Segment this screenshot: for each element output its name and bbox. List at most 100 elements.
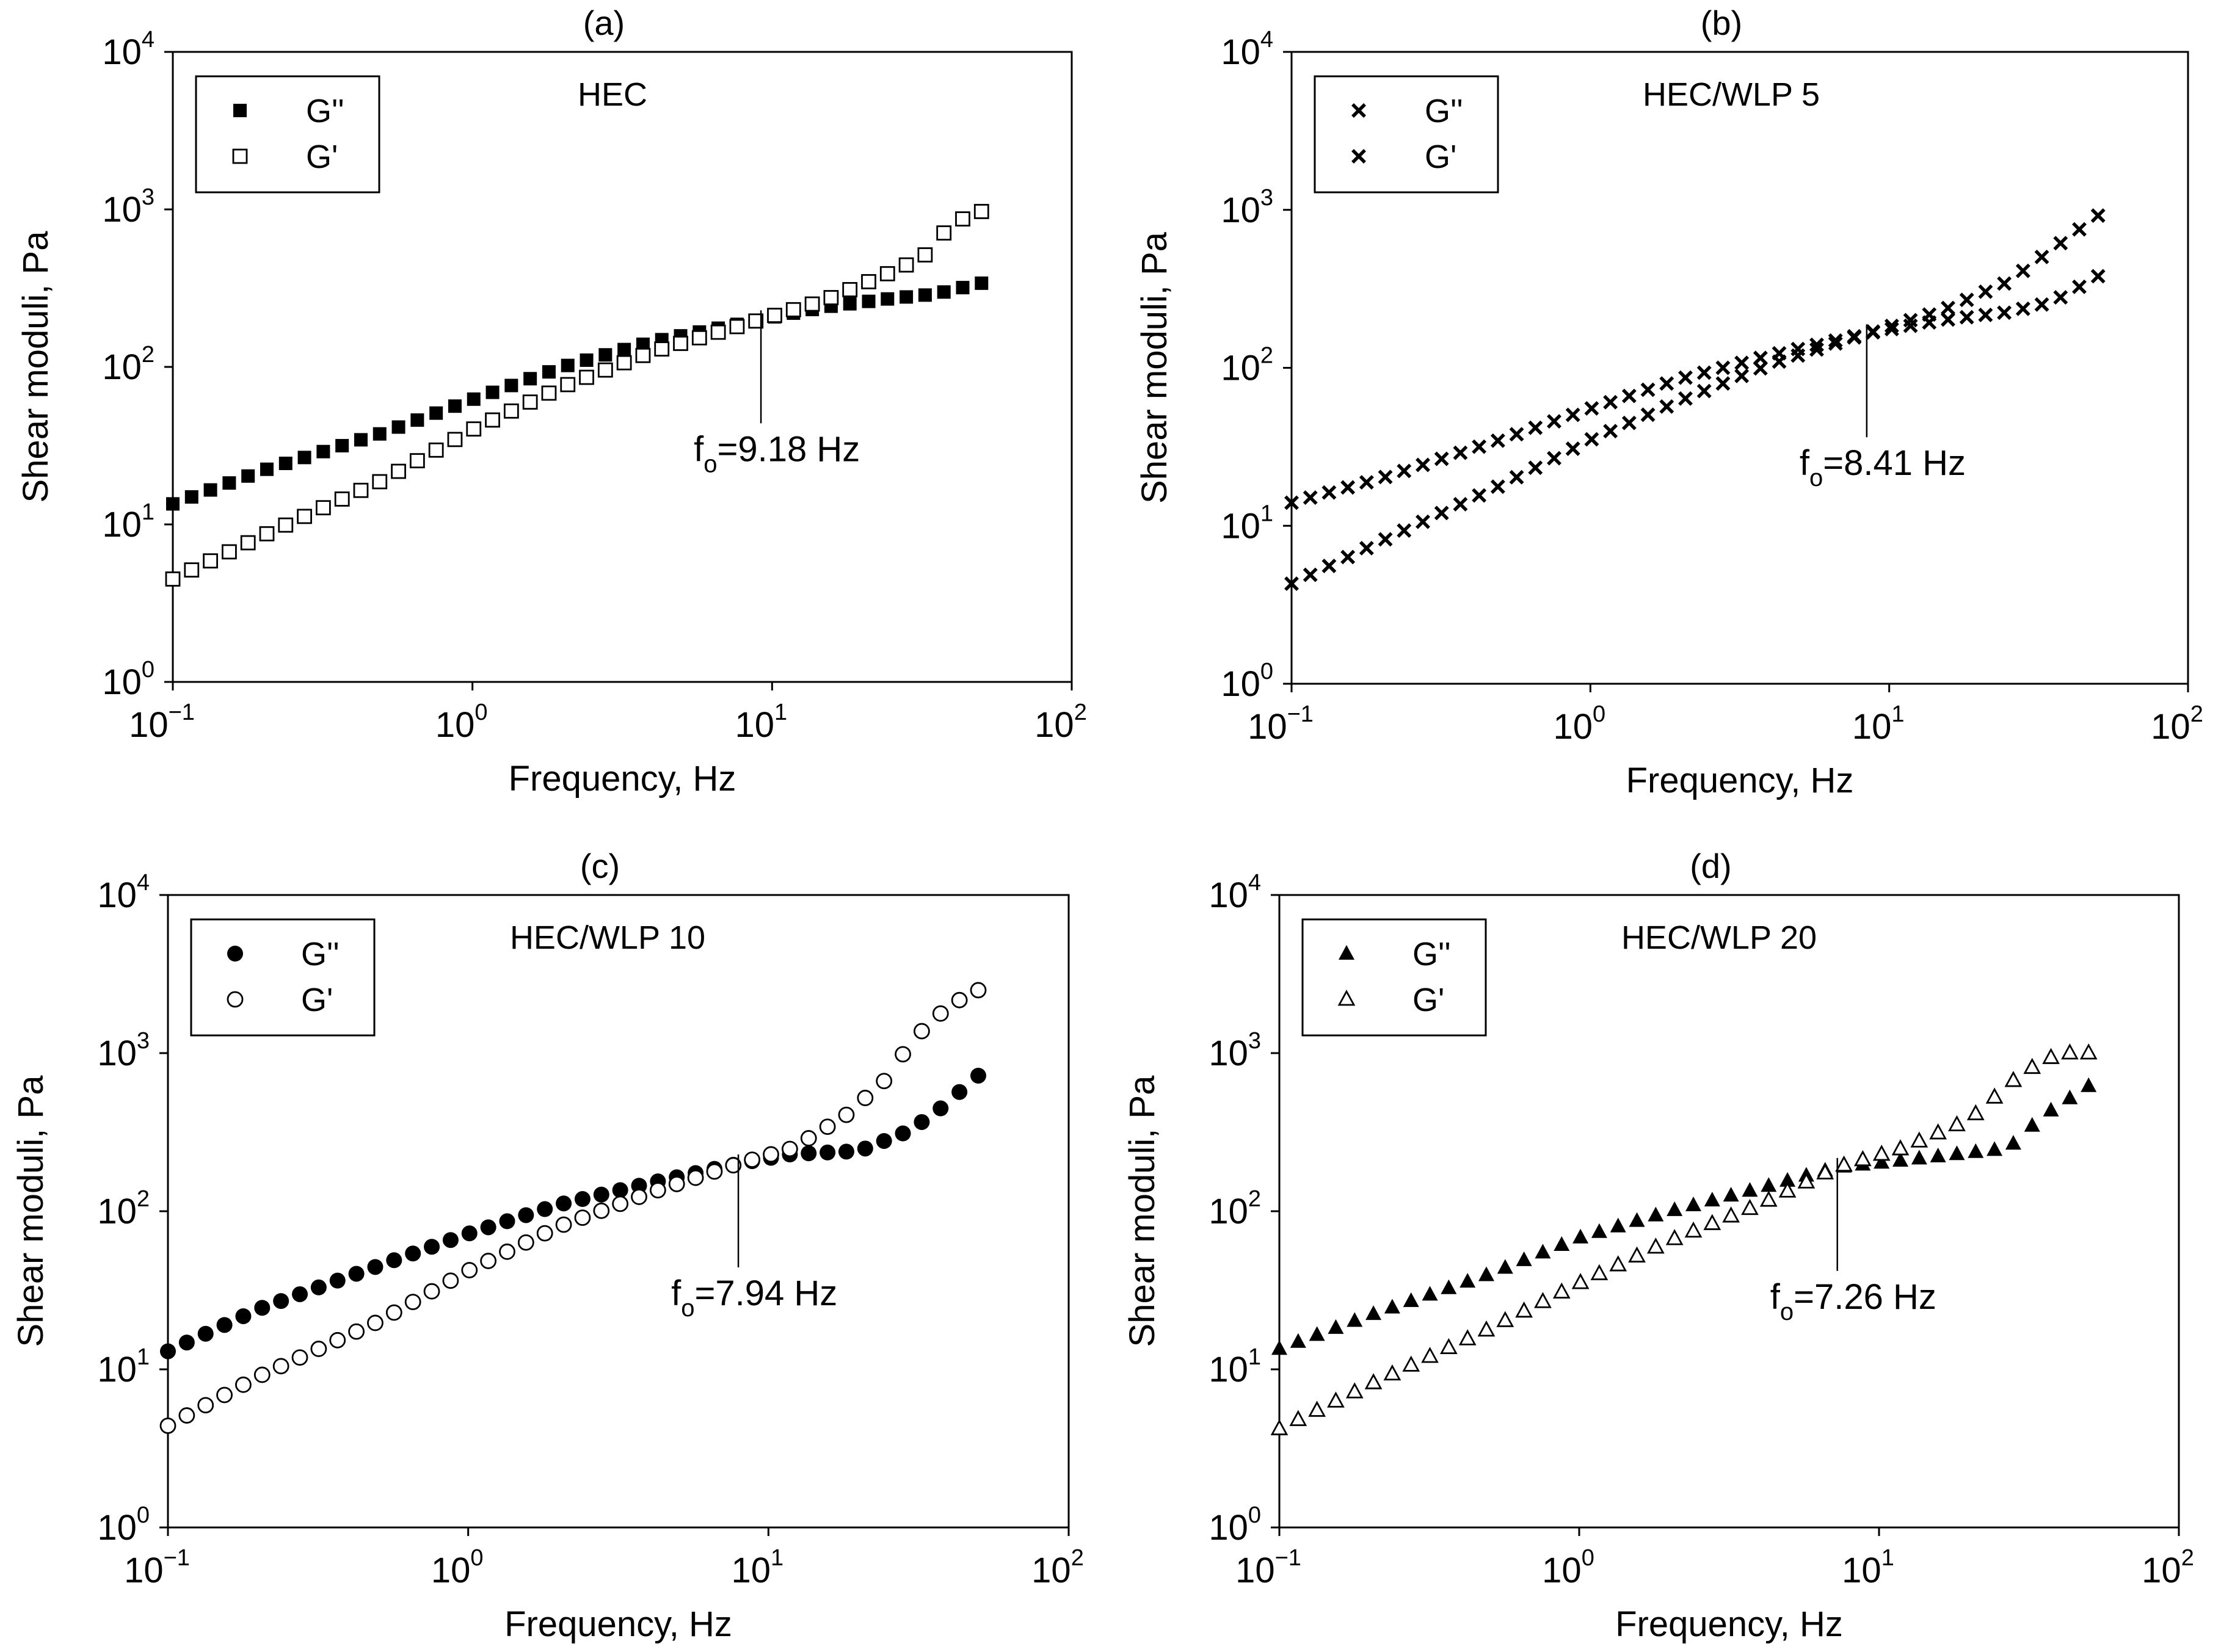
- y-tick-label: 100: [1221, 659, 1273, 704]
- data-point: [1892, 1151, 1909, 1167]
- data-point: [1891, 1139, 1910, 1156]
- data-point: [1621, 388, 1637, 404]
- data-point: [480, 1253, 497, 1269]
- data-point: [1402, 1355, 1420, 1372]
- data-point: [442, 1272, 459, 1289]
- y-tick-label: 103: [1209, 1028, 1261, 1073]
- data-point: [1779, 1172, 1796, 1187]
- x-tick-label: 10−1: [1248, 701, 1314, 747]
- data-point: [1584, 401, 1599, 416]
- legend: G'' G': [1314, 75, 1499, 194]
- data-point: [260, 462, 274, 476]
- data-point: [1365, 1305, 1382, 1321]
- data-point: [297, 509, 312, 524]
- series-g-prime: [1270, 1043, 2098, 1435]
- data-point: [461, 1225, 478, 1242]
- legend-entry: G'': [1425, 93, 1463, 129]
- data-point: [216, 1317, 233, 1333]
- data-point: [1985, 1087, 2004, 1104]
- y-tick-exponent: 2: [137, 1186, 150, 1212]
- data-point: [348, 1323, 365, 1340]
- data-point: [1516, 1251, 1532, 1266]
- data-point: [166, 497, 180, 511]
- data-point: [593, 1186, 609, 1203]
- data-point: [1309, 1326, 1325, 1341]
- data-point: [1270, 1419, 1289, 1435]
- data-point: [820, 1144, 836, 1161]
- data-point: [178, 1335, 195, 1351]
- data-point: [1547, 451, 1561, 466]
- data-point: [574, 1191, 591, 1208]
- y-tick-exponent: 4: [142, 27, 154, 53]
- data-point: [1761, 1177, 1777, 1192]
- data-point: [838, 1106, 855, 1123]
- data-point: [1987, 1141, 2003, 1156]
- data-point: [235, 1308, 252, 1324]
- data-point: [1347, 1312, 1363, 1327]
- data-point: [1809, 337, 1824, 352]
- data-point: [292, 1286, 308, 1302]
- data-point: [537, 1201, 553, 1217]
- data-point: [617, 342, 631, 357]
- data-point: [1684, 1221, 1703, 1238]
- series-g-double-prime: [160, 1067, 986, 1360]
- data-point: [278, 457, 293, 471]
- data-point: [1340, 480, 1356, 495]
- data-point: [273, 1293, 289, 1310]
- panel-label: (b): [1701, 4, 1742, 42]
- y-tick-exponent: 2: [1260, 343, 1273, 369]
- data-point: [254, 1300, 271, 1316]
- legend-entry: G': [306, 139, 338, 175]
- data-point: [1742, 1182, 1758, 1197]
- data-point: [160, 1343, 176, 1360]
- data-point: [1472, 439, 1487, 454]
- data-point: [951, 991, 968, 1009]
- data-point: [203, 483, 217, 497]
- legend-marker: [227, 946, 243, 962]
- data-point: [1778, 1181, 1797, 1198]
- data-point: [1715, 360, 1731, 375]
- x-tick-label: 10−1: [1235, 1545, 1301, 1590]
- data-point: [1874, 1154, 1890, 1169]
- data-point: [1847, 330, 1862, 345]
- data-point: [876, 1073, 893, 1090]
- data-point: [1809, 342, 1824, 357]
- x-tick-exponent: 0: [1582, 1545, 1594, 1571]
- data-point: [1591, 1223, 1607, 1238]
- data-point: [2053, 290, 2068, 305]
- data-point: [917, 247, 933, 263]
- data-point: [1941, 300, 1955, 316]
- x-tick-label: 101: [732, 1545, 784, 1590]
- data-point: [1603, 394, 1618, 410]
- data-point: [518, 1207, 534, 1223]
- data-point: [593, 1202, 610, 1219]
- y-tick-exponent: 3: [142, 184, 154, 210]
- data-point: [631, 1189, 647, 1205]
- data-point: [1271, 1340, 1287, 1355]
- data-point: [1922, 307, 1937, 322]
- data-point: [1884, 318, 1899, 333]
- data-point: [1609, 1255, 1627, 1272]
- legend-entry: G': [1412, 982, 1444, 1018]
- panel-label: (c): [580, 847, 620, 885]
- data-point: [2061, 1043, 2079, 1060]
- data-point: [329, 1331, 346, 1349]
- data-point: [1722, 1206, 1740, 1223]
- data-point: [956, 281, 970, 295]
- data-point: [1759, 1190, 1778, 1207]
- data-point: [1584, 432, 1599, 447]
- data-point: [1734, 368, 1750, 383]
- data-point: [801, 1145, 817, 1162]
- data-point: [1797, 1172, 1816, 1189]
- data-point: [2004, 1071, 2023, 1087]
- data-point: [367, 1314, 383, 1331]
- x-tick-exponent: −1: [169, 700, 195, 725]
- x-tick-exponent: −1: [164, 1545, 190, 1571]
- series-g-prime: [165, 204, 989, 587]
- data-point: [2034, 250, 2049, 264]
- y-tick-label: 102: [97, 1186, 150, 1231]
- data-point: [2042, 1048, 2060, 1064]
- crossover-subscript: o: [703, 451, 717, 477]
- data-point: [259, 526, 275, 542]
- data-point: [1978, 307, 1993, 322]
